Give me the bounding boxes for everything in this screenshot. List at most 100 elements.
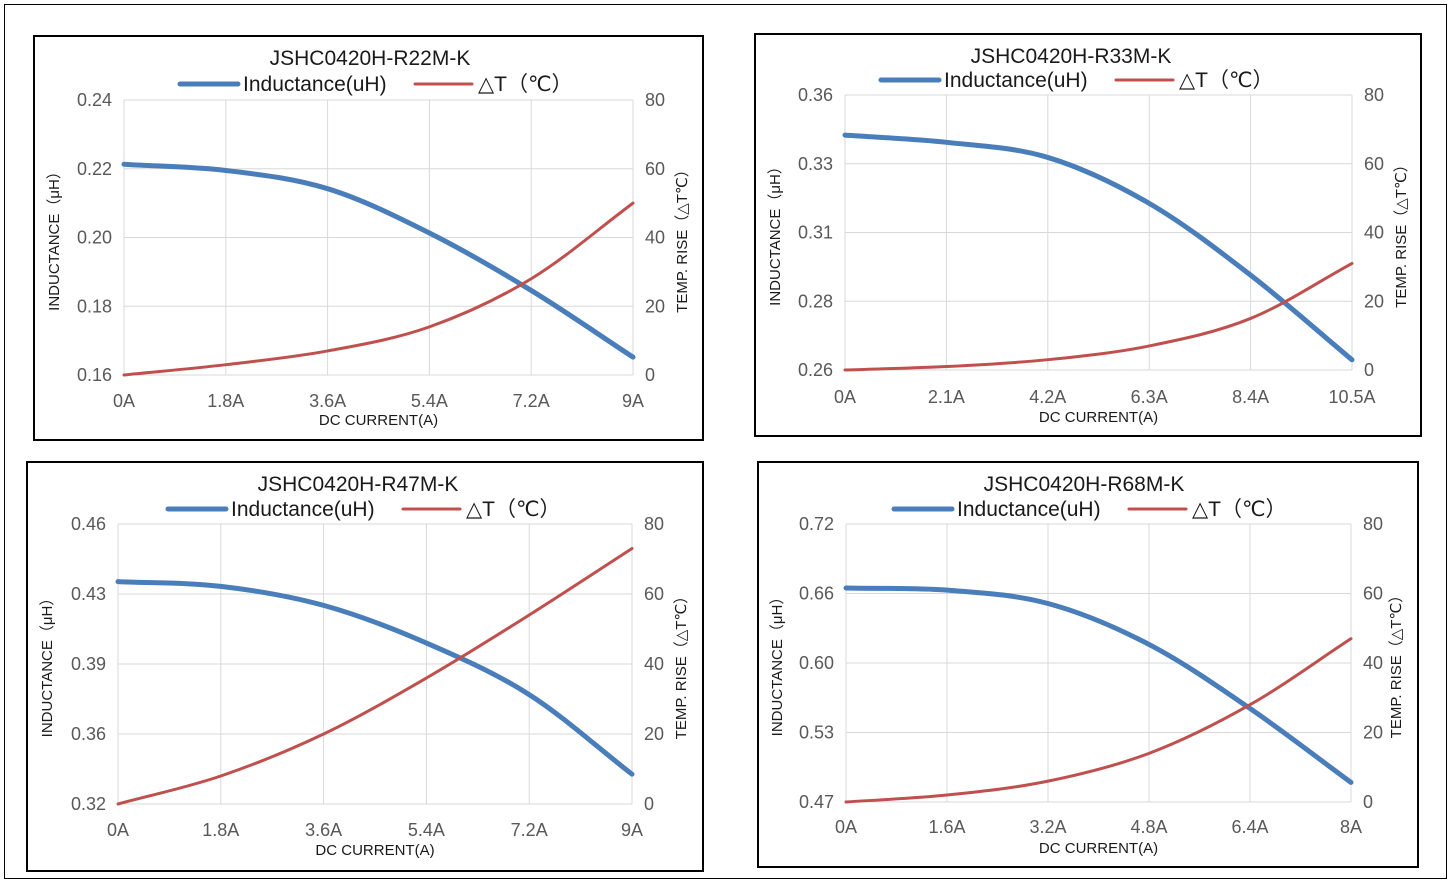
y-tick-label: 0.46 bbox=[71, 514, 106, 534]
x-tick-label: 0A bbox=[113, 391, 135, 411]
x-tick-label: 6.4A bbox=[1231, 817, 1268, 837]
x-axis-label: DC CURRENT(A) bbox=[1039, 409, 1158, 426]
y-tick-label: 0.22 bbox=[77, 159, 112, 179]
y-tick-label: 0.39 bbox=[71, 654, 106, 674]
legend-label-temp: △T（℃） bbox=[1192, 498, 1287, 521]
y2-tick-label: 0 bbox=[1363, 792, 1373, 812]
chart-title: JSHC0420H-R22M-K bbox=[270, 47, 471, 70]
y2-tick-label: 40 bbox=[644, 654, 664, 674]
y2-tick-label: 0 bbox=[645, 365, 655, 385]
x-axis-label: DC CURRENT(A) bbox=[1039, 840, 1158, 857]
x-tick-label: 3.2A bbox=[1029, 817, 1066, 837]
series-line-temp-rise bbox=[843, 261, 1354, 372]
y-tick-label: 0.60 bbox=[799, 653, 834, 673]
x-tick-label: 1.8A bbox=[202, 820, 239, 840]
y-tick-label: 0.32 bbox=[71, 794, 106, 814]
x-tick-label: 9A bbox=[621, 820, 643, 840]
y-tick-label: 0.18 bbox=[77, 296, 112, 316]
series-line-inductance bbox=[115, 579, 635, 777]
chart-panel-r47m: JSHC0420H-R47M-K Inductance(uH) △T（℃） 0A 1.8… bbox=[26, 461, 704, 872]
legend-label-inductance: Inductance(uH) bbox=[957, 498, 1101, 521]
legend-label-temp: △T（℃） bbox=[466, 498, 561, 521]
y-tick-label: 0.66 bbox=[799, 584, 834, 604]
x-tick-label: 1.8A bbox=[207, 391, 244, 411]
y2-tick-label: 20 bbox=[1363, 723, 1383, 743]
chart-title: JSHC0420H-R68M-K bbox=[984, 473, 1185, 496]
y-tick-label: 0.33 bbox=[798, 154, 833, 174]
figure-frame bbox=[4, 4, 1447, 879]
y2-axis-label: TEMP. RISE（△T℃） bbox=[1393, 157, 1410, 308]
y-axis-label: INDUCTANCE（μH） bbox=[39, 591, 56, 738]
y2-axis-label: TEMP. RISE（△T℃） bbox=[674, 162, 691, 313]
chart-title: JSHC0420H-R47M-K bbox=[258, 473, 459, 496]
y-tick-label: 0.36 bbox=[71, 724, 106, 744]
y2-tick-label: 40 bbox=[645, 228, 665, 248]
legend-label-temp: △T（℃） bbox=[1179, 69, 1274, 92]
y-tick-label: 0.72 bbox=[799, 514, 834, 534]
series-line-temp-rise bbox=[122, 201, 635, 377]
x-tick-label: 2.1A bbox=[928, 387, 965, 407]
y-tick-label: 0.47 bbox=[799, 792, 834, 812]
y2-tick-label: 80 bbox=[1363, 514, 1383, 534]
y-tick-label: 0.28 bbox=[798, 291, 833, 311]
x-tick-label: 5.4A bbox=[411, 391, 448, 411]
series-line-temp-rise bbox=[844, 637, 1353, 804]
legend-label-temp: △T（℃） bbox=[478, 73, 573, 96]
series-line-temp-rise bbox=[116, 547, 634, 806]
y-tick-label: 0.16 bbox=[77, 365, 112, 385]
y2-tick-label: 20 bbox=[644, 724, 664, 744]
y2-tick-label: 80 bbox=[1364, 85, 1384, 105]
x-tick-label: 0A bbox=[107, 820, 129, 840]
y2-tick-label: 80 bbox=[644, 514, 664, 534]
x-tick-label: 10.5A bbox=[1328, 387, 1375, 407]
y2-tick-label: 60 bbox=[645, 159, 665, 179]
y2-axis-label: TEMP. RISE（△T℃） bbox=[673, 589, 690, 740]
y-axis-label: INDUCTANCE（μH） bbox=[769, 590, 786, 737]
y2-tick-label: 0 bbox=[644, 794, 654, 814]
x-tick-label: 7.2A bbox=[511, 820, 548, 840]
y2-tick-label: 20 bbox=[1364, 291, 1384, 311]
chart-title: JSHC0420H-R33M-K bbox=[971, 45, 1172, 68]
x-axis-label: DC CURRENT(A) bbox=[319, 412, 438, 429]
y2-tick-label: 40 bbox=[1363, 653, 1383, 673]
chart-panel-r33m: JSHC0420H-R33M-K Inductance(uH) △T（℃） 0A 2.1… bbox=[754, 33, 1422, 437]
y2-tick-label: 80 bbox=[645, 90, 665, 110]
x-axis-label: DC CURRENT(A) bbox=[315, 842, 434, 859]
series-line-inductance bbox=[842, 132, 1355, 363]
series-line-inductance bbox=[121, 161, 636, 360]
y-tick-label: 0.26 bbox=[798, 360, 833, 380]
y-tick-label: 0.36 bbox=[798, 85, 833, 105]
y-tick-label: 0.20 bbox=[77, 228, 112, 248]
x-tick-label: 0A bbox=[835, 817, 857, 837]
legend-label-inductance: Inductance(uH) bbox=[231, 498, 375, 521]
x-tick-label: 8.4A bbox=[1232, 387, 1269, 407]
y-tick-label: 0.31 bbox=[798, 223, 833, 243]
x-tick-label: 6.3A bbox=[1131, 387, 1168, 407]
x-tick-label: 0A bbox=[834, 387, 856, 407]
y2-tick-label: 60 bbox=[644, 584, 664, 604]
x-tick-label: 4.2A bbox=[1029, 387, 1066, 407]
y2-tick-label: 60 bbox=[1363, 584, 1383, 604]
x-tick-label: 9A bbox=[622, 391, 644, 411]
x-tick-label: 3.6A bbox=[305, 820, 342, 840]
y2-axis-label: TEMP. RISE（△T℃） bbox=[1388, 588, 1405, 739]
x-tick-label: 7.2A bbox=[513, 391, 550, 411]
x-tick-label: 4.8A bbox=[1130, 817, 1167, 837]
x-tick-label: 3.6A bbox=[309, 391, 346, 411]
y-tick-label: 0.53 bbox=[799, 723, 834, 743]
y2-tick-label: 60 bbox=[1364, 154, 1384, 174]
y-axis-label: INDUCTANCE（μH） bbox=[46, 164, 63, 311]
chart-svg: JSHC0420H-R22M-K Inductance(uH) △T（℃） 0A 1.8… bbox=[46, 47, 691, 429]
y2-tick-label: 0 bbox=[1364, 360, 1374, 380]
x-tick-label: 1.6A bbox=[928, 817, 965, 837]
x-tick-label: 5.4A bbox=[408, 820, 445, 840]
series-line-inductance bbox=[843, 585, 1354, 785]
chart-panel-r68m: JSHC0420H-R68M-K Inductance(uH) △T（℃） 0A 1.6… bbox=[757, 461, 1419, 868]
y2-tick-label: 20 bbox=[645, 296, 665, 316]
legend-label-inductance: Inductance(uH) bbox=[243, 73, 387, 96]
y-axis-label: INDUCTANCE（μH） bbox=[767, 159, 784, 306]
y-tick-label: 0.43 bbox=[71, 584, 106, 604]
